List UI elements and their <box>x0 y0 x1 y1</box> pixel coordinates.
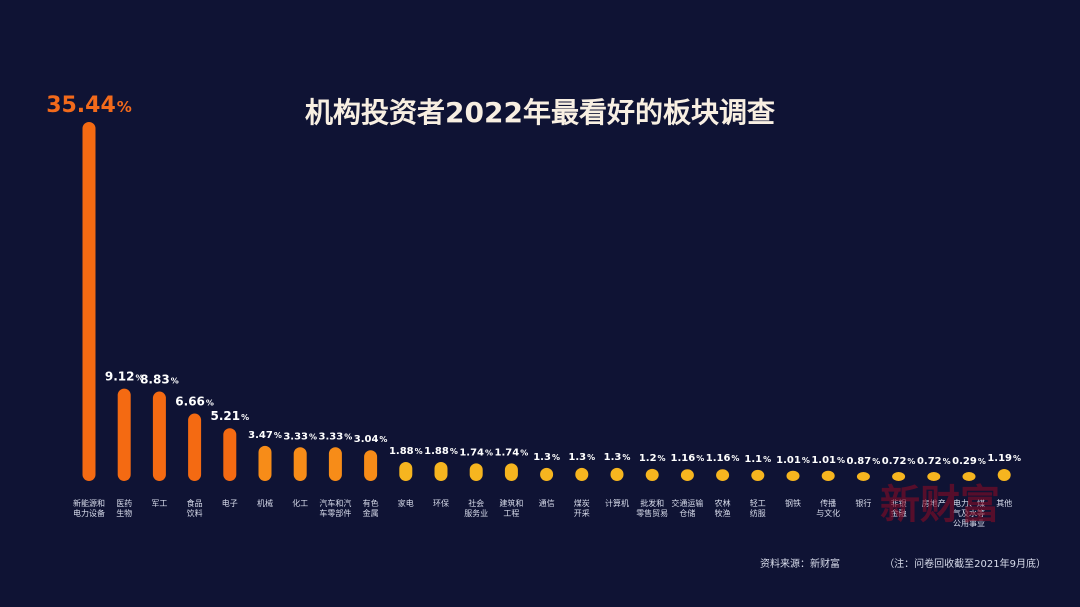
category-label: 电子 <box>222 498 238 508</box>
category-label: 新能源和电力设备 <box>73 498 105 518</box>
data-label: 3.04% <box>354 434 388 445</box>
data-label: 1.74% <box>459 447 493 458</box>
category-label: 房地产 <box>922 498 946 508</box>
bar <box>540 467 554 481</box>
category-label: 农林牧渔 <box>715 498 731 518</box>
data-label: 1.1% <box>744 454 771 465</box>
category-label: 通信 <box>539 498 555 508</box>
data-label: 0.72% <box>882 456 916 467</box>
category-label: 轻工纺服 <box>750 498 766 518</box>
data-label: 1.01% <box>811 455 845 466</box>
data-label: 1.74% <box>495 447 529 458</box>
category-label: 家电 <box>398 498 414 508</box>
data-label: 9.12% <box>105 370 144 384</box>
bar <box>610 467 624 481</box>
bar <box>328 447 342 481</box>
category-label: 银行 <box>855 498 871 508</box>
category-label: 批发和零售贸易 <box>636 498 668 518</box>
data-label: 1.3% <box>568 452 595 463</box>
footer-source: 资料来源：新财富 <box>760 557 840 570</box>
category-label: 化工 <box>292 498 308 508</box>
chart-title: 机构投资者2022年最看好的板块调查 <box>305 96 775 129</box>
data-label: 1.3% <box>533 452 560 463</box>
bar <box>364 450 378 481</box>
bar <box>152 391 166 481</box>
category-label: 计算机 <box>605 498 629 508</box>
category-label: 传播与文化 <box>816 498 840 518</box>
bar <box>575 467 589 481</box>
category-label: 钢铁 <box>785 498 801 508</box>
category-label: 汽车和汽车零部件 <box>319 498 351 518</box>
data-label: 8.83% <box>140 373 179 387</box>
data-label: 3.33% <box>283 431 317 442</box>
bar <box>293 447 307 481</box>
data-label: 1.16% <box>706 453 740 464</box>
data-label: 1.19% <box>987 453 1021 464</box>
bar <box>786 470 800 481</box>
bar <box>751 469 765 481</box>
bar <box>962 472 976 481</box>
bar <box>927 472 941 481</box>
data-label: 1.01% <box>776 455 810 466</box>
category-label: 食品饮料 <box>187 498 203 518</box>
data-label: 6.66% <box>175 395 214 409</box>
category-label: 交通运输仓储 <box>671 498 703 518</box>
bar <box>223 428 237 481</box>
category-label: 非银金融 <box>891 498 907 518</box>
category-label: 社会服务业 <box>464 498 488 518</box>
bar <box>399 461 413 481</box>
category-label: 环保 <box>433 498 449 508</box>
category-label: 煤炭开采 <box>574 498 590 518</box>
bar <box>997 468 1011 481</box>
data-label: 1.88% <box>389 446 423 457</box>
footer-note: （注：问卷回收截至2021年9月底） <box>884 557 1046 570</box>
bar <box>892 472 906 481</box>
bar <box>645 468 659 481</box>
data-label: 3.47% <box>248 430 282 441</box>
data-label: 1.88% <box>424 446 458 457</box>
category-label: 军工 <box>151 499 167 508</box>
bar <box>821 470 835 481</box>
data-label: 0.29% <box>952 456 986 467</box>
data-label: 1.2% <box>639 453 666 464</box>
data-label: 1.16% <box>671 453 705 464</box>
data-label: 1.3% <box>604 452 631 463</box>
category-label: 有色金属 <box>363 498 379 518</box>
data-label: 5.21% <box>210 409 249 423</box>
bar <box>716 469 730 481</box>
bar <box>258 445 272 481</box>
category-label: 其他 <box>996 498 1012 508</box>
bar <box>434 461 448 481</box>
category-label: 建筑和工程 <box>499 498 523 518</box>
bar <box>856 472 870 481</box>
data-label: 0.72% <box>917 456 951 467</box>
data-label: 3.33% <box>319 431 353 442</box>
data-label: 35.44% <box>46 93 132 118</box>
bar <box>82 122 96 481</box>
data-label: 0.87% <box>847 456 881 467</box>
bar <box>188 413 202 481</box>
watermark-text: 新财富 <box>880 482 1000 528</box>
bar <box>504 463 518 481</box>
category-label: 医药生物 <box>116 498 132 518</box>
bar <box>117 388 131 481</box>
bar <box>469 463 483 481</box>
category-label: 电力、煤气及水等公用事业 <box>953 498 985 528</box>
bar <box>680 469 694 481</box>
category-label: 机械 <box>257 498 273 508</box>
